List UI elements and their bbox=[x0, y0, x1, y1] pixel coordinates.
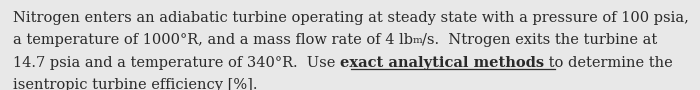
Text: exact analytical methods: exact analytical methods bbox=[340, 56, 544, 70]
Text: to determine the: to determine the bbox=[544, 56, 673, 70]
Text: m: m bbox=[412, 36, 422, 45]
Text: a temperature of 1000°R, and a mass flow rate of 4 lb: a temperature of 1000°R, and a mass flow… bbox=[13, 33, 412, 47]
Text: Nitrogen enters an adiabatic turbine operating at steady state with a pressure o: Nitrogen enters an adiabatic turbine ope… bbox=[13, 11, 689, 25]
Text: /s.  Ntrogen exits the turbine at: /s. Ntrogen exits the turbine at bbox=[422, 33, 657, 47]
Text: isentropic turbine efficiency [%].: isentropic turbine efficiency [%]. bbox=[13, 78, 257, 90]
Text: 14.7 psia and a temperature of 340°R.  Use: 14.7 psia and a temperature of 340°R. Us… bbox=[13, 56, 340, 70]
